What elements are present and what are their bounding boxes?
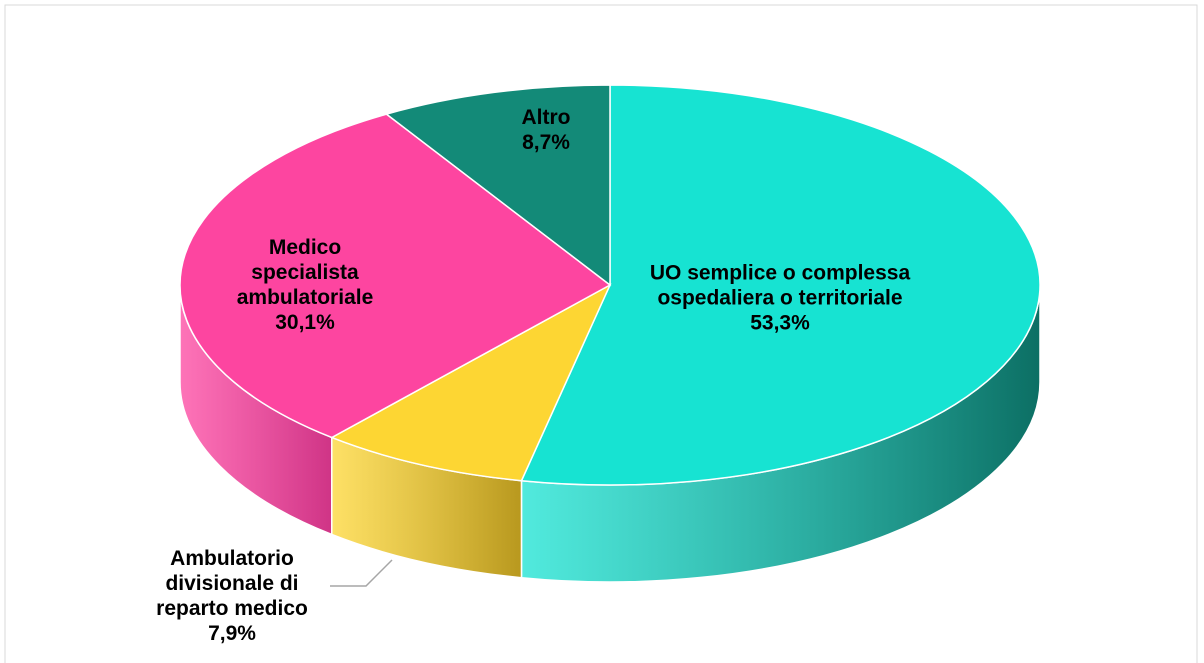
category-label: Medico specialista ambulatoriale (236, 236, 374, 309)
slice (520, 84, 1041, 486)
value-label: 7,9% (208, 622, 256, 645)
value-label: 8,7% (522, 131, 570, 154)
value-label: 53,3% (750, 311, 810, 335)
category-label: Altro (521, 106, 571, 129)
slice-label: UO semplice o complessa ospedaliera o te… (600, 261, 960, 336)
slice-label: Medico specialista ambulatoriale 30,1% (215, 235, 395, 335)
slice (330, 283, 612, 482)
chart-frame (4, 4, 1198, 663)
category-label: UO semplice o complessa ospedaliera o te… (649, 261, 911, 310)
slice-label: Altro 8,7% (486, 105, 606, 155)
slice (179, 113, 612, 439)
category-label: Ambulatorio divisionale di reparto medic… (156, 547, 308, 620)
slice (384, 84, 611, 287)
value-label: 30,1% (275, 311, 335, 334)
leader-line (330, 559, 393, 587)
slice-label: Ambulatorio divisionale di reparto medic… (132, 546, 332, 646)
